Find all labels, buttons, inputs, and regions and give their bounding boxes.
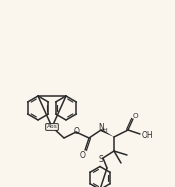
Text: OH: OH <box>141 131 153 140</box>
Text: O: O <box>80 151 86 160</box>
Text: S: S <box>99 154 103 163</box>
Polygon shape <box>100 129 114 137</box>
Text: H: H <box>103 128 107 134</box>
Text: N: N <box>98 123 104 133</box>
Text: O: O <box>74 128 80 137</box>
Text: O: O <box>132 113 138 119</box>
Text: Abs: Abs <box>47 125 57 130</box>
